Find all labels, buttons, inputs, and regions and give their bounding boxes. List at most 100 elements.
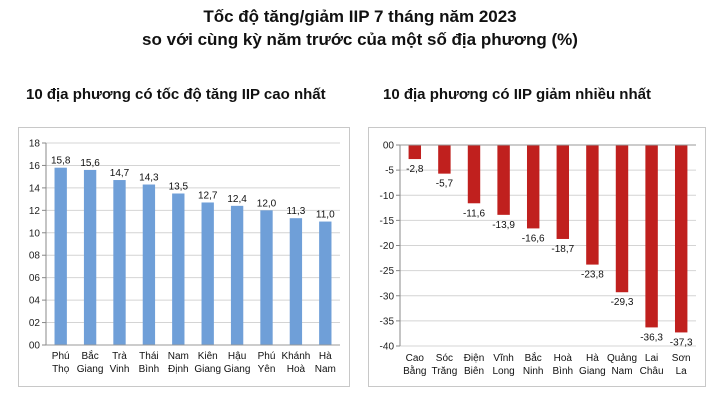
right-category-label: Quảng <box>607 353 637 364</box>
left-category-label: Bắc <box>81 349 98 362</box>
left-category-label: Trà <box>112 351 127 362</box>
left-category-label: Hoà <box>287 364 306 375</box>
right-y-tick-label: -15 <box>380 216 395 227</box>
left-y-tick-label: 10 <box>29 228 41 239</box>
left-bar <box>201 202 214 345</box>
left-category-label: Giang <box>194 364 221 375</box>
left-y-tick-label: 08 <box>29 251 41 262</box>
left-data-label: 11,0 <box>316 210 335 221</box>
left-bar <box>142 184 156 345</box>
left-y-tick-label: 12 <box>29 206 41 217</box>
left-category-label: Phú <box>52 351 70 362</box>
left-bar <box>172 193 185 345</box>
left-bar <box>319 221 332 345</box>
right-category-label: Giang <box>579 366 606 377</box>
right-bar <box>586 145 599 265</box>
right-category-label: Trăng <box>432 366 458 377</box>
left-data-label: 14,7 <box>110 168 130 179</box>
right-data-label: -16,6 <box>522 233 545 244</box>
left-category-label: Nam <box>168 351 189 362</box>
right-chart-title: 10 địa phương có IIP giảm nhiều nhất <box>383 86 651 103</box>
left-category-label: Vinh <box>110 364 130 375</box>
main-title-line-1: Tốc độ tăng/giảm IIP 7 tháng năm 2023 <box>203 7 517 26</box>
right-category-label: Hà <box>586 353 599 364</box>
right-y-tick-label: -35 <box>380 316 395 327</box>
left-y-tick-label: 14 <box>29 183 41 194</box>
right-category-label: Nam <box>611 366 632 377</box>
right-data-label: -11,6 <box>463 208 485 219</box>
right-y-tick-label: -40 <box>380 342 395 353</box>
right-y-tick-label: -10 <box>380 191 395 202</box>
left-data-label: 12,7 <box>198 190 218 201</box>
left-y-tick-label: 06 <box>29 273 41 284</box>
left-category-label: Định <box>168 364 189 375</box>
right-data-label: -2,8 <box>406 164 424 175</box>
right-category-label: Sóc <box>436 353 453 364</box>
left-category-label: Giang <box>77 364 104 375</box>
left-category-label: Khánh <box>281 351 310 362</box>
right-category-label: Lai <box>645 353 658 364</box>
left-bar <box>230 205 244 345</box>
right-category-label: Bằng <box>403 364 426 377</box>
left-category-label: Nam <box>315 364 336 375</box>
right-bar <box>556 145 570 239</box>
right-y-tick-label: -25 <box>380 266 395 277</box>
right-category-label: Cao <box>406 353 425 364</box>
left-category-label: Yên <box>258 364 276 375</box>
right-bar <box>615 145 629 293</box>
right-category-label: Sơn <box>672 353 691 364</box>
right-category-label: Biên <box>464 366 484 377</box>
left-data-label: 15,6 <box>80 158 100 169</box>
right-bar <box>467 145 481 204</box>
right-category-label: Vĩnh <box>493 353 514 364</box>
left-category-label: Hậu <box>228 351 246 362</box>
right-bar <box>526 145 540 229</box>
right-data-label: -5,7 <box>436 179 454 190</box>
left-bar <box>83 169 97 345</box>
left-data-label: 14,3 <box>139 173 159 184</box>
right-category-label: Hoà <box>554 353 573 364</box>
right-data-label: -23,8 <box>581 270 604 281</box>
left-data-label: 13,5 <box>169 182 189 193</box>
left-category-label: Kiên <box>198 351 218 362</box>
left-chart-title: 10 địa phương có tốc độ tăng IIP cao nhấ… <box>26 86 326 103</box>
right-category-label: Điện <box>464 353 485 364</box>
left-category-label: Phú <box>258 351 276 362</box>
right-y-tick-label: 00 <box>383 141 395 152</box>
right-data-label: -37,3 <box>670 337 693 348</box>
left-category-label: Giang <box>224 364 251 375</box>
left-data-label: 11,3 <box>287 206 306 217</box>
left-category-label: Thọ <box>52 364 70 375</box>
right-data-label: -36,3 <box>640 332 663 343</box>
left-y-tick-label: 18 <box>29 139 41 150</box>
right-category-label: Bình <box>553 366 574 377</box>
right-bar <box>674 145 688 333</box>
right-data-label: -29,3 <box>611 297 634 308</box>
left-bar <box>54 167 67 345</box>
right-data-label: -18,7 <box>551 244 574 255</box>
left-category-label: Hà <box>319 351 332 362</box>
main-title-line-2: so với cùng kỳ năm trước của một số địa … <box>142 30 578 49</box>
left-y-tick-label: 00 <box>29 341 41 352</box>
right-bar <box>438 145 451 174</box>
right-category-label: Châu <box>640 366 664 377</box>
left-y-tick-label: 16 <box>29 161 41 172</box>
left-bar-chart: 00 02 04 06 08 10 12 14 16 18 15,8 Phú Thọ 15,6 Bắc Gia… <box>18 127 350 387</box>
left-data-label: 12,4 <box>227 194 247 205</box>
right-y-tick-label: -20 <box>380 241 395 252</box>
right-bar <box>497 145 510 215</box>
right-category-label: Long <box>492 366 514 377</box>
right-category-label: Ninh <box>523 366 544 377</box>
right-y-tick-label: -5 <box>385 166 394 177</box>
right-bar <box>408 145 422 160</box>
right-category-label: Bắc <box>525 351 542 364</box>
left-bar <box>260 210 273 345</box>
left-category-label: Bình <box>139 364 160 375</box>
right-category-label: La <box>676 366 688 377</box>
right-y-tick-label: -30 <box>380 291 395 302</box>
left-y-tick-label: 04 <box>29 296 41 307</box>
right-data-label: -13,9 <box>492 220 515 231</box>
left-data-label: 15,8 <box>51 156 71 167</box>
right-bar <box>645 145 658 328</box>
